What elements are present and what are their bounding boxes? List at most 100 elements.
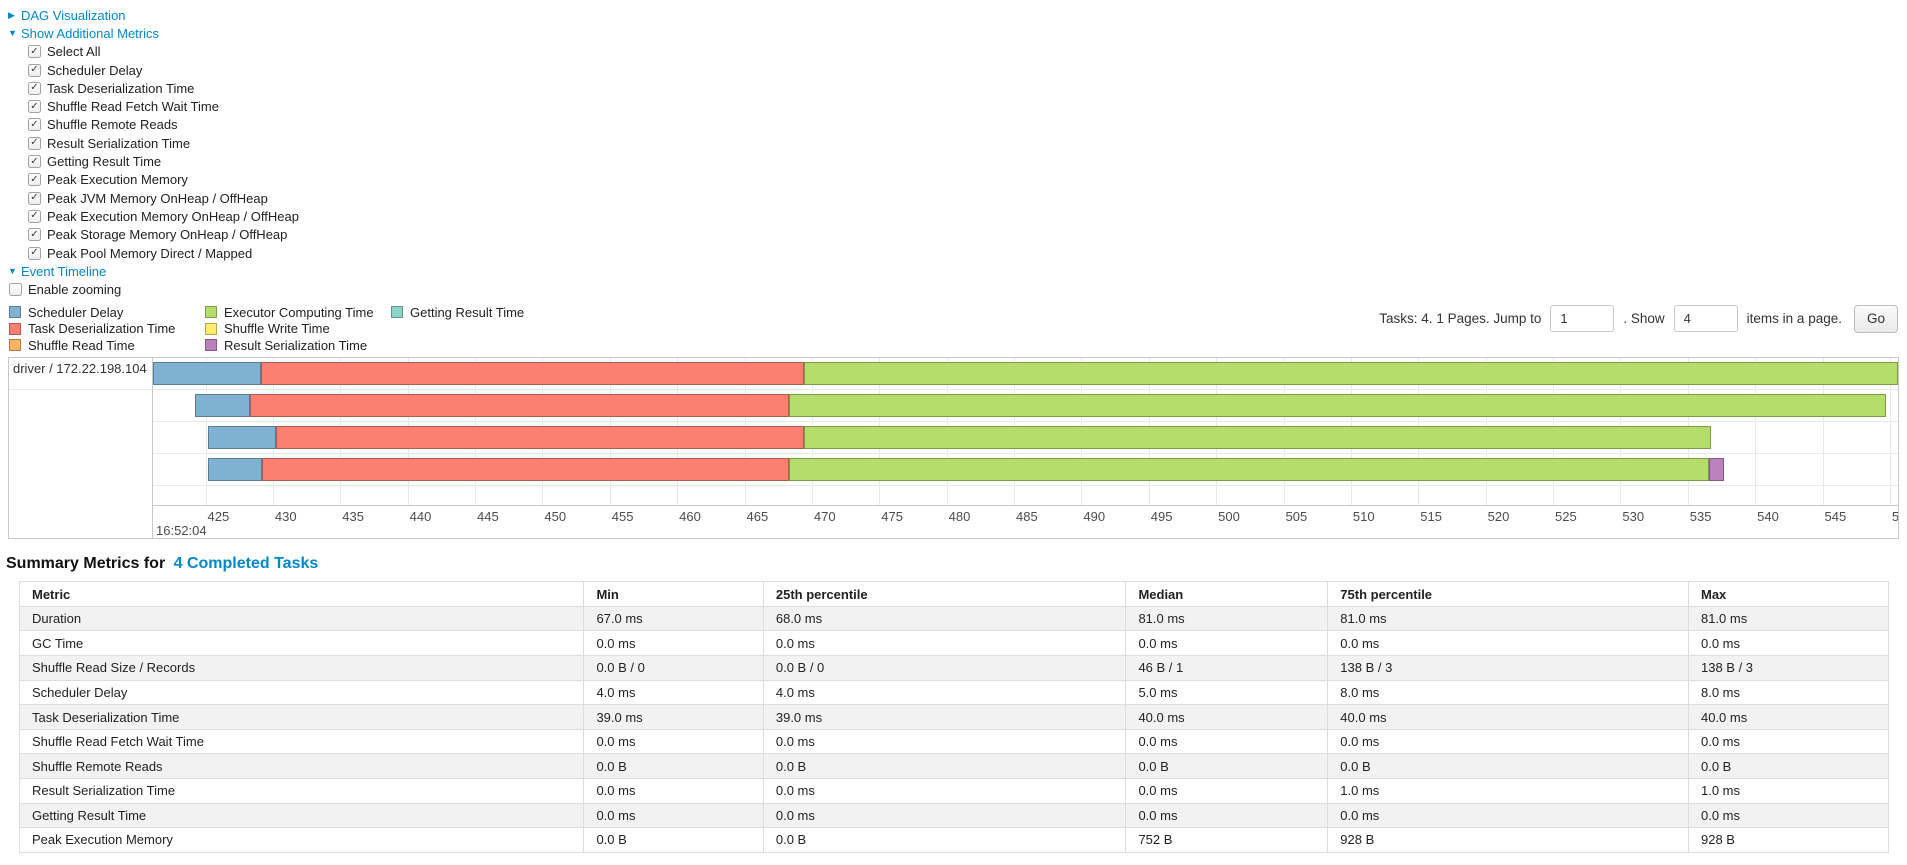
metric-checkbox-item[interactable]: ✓ Shuffle Remote Reads: [8, 116, 1907, 134]
summary-metric-value: 0.0 ms: [762, 778, 1127, 804]
legend-swatch: [205, 322, 217, 335]
event-timeline-toggle[interactable]: ▼ Event Timeline: [8, 262, 1907, 280]
metric-checkbox-item[interactable]: ✓ Peak Execution Memory: [8, 171, 1907, 189]
checkbox-checked-icon[interactable]: ✓: [28, 209, 41, 223]
summary-column-header: Median: [1125, 581, 1329, 607]
task-bar-segment-task-deserialization[interactable]: [250, 394, 789, 418]
summary-metric-value: 8.0 ms: [1687, 679, 1890, 706]
metric-checkbox-label: Peak Storage Memory OnHeap / OffHeap: [47, 227, 288, 243]
metric-checkbox-item[interactable]: ✓ Peak Pool Memory Direct / Mapped: [8, 244, 1907, 262]
dag-visualization-link[interactable]: DAG Visualization: [21, 7, 126, 23]
summary-metric-value: 0.0 B / 0: [583, 655, 764, 681]
axis-tick-label: 435: [342, 509, 364, 525]
checkbox-checked-icon[interactable]: ✓: [28, 63, 41, 77]
axis-tick-label: 480: [948, 509, 971, 525]
checkbox-checked-icon[interactable]: ✓: [28, 155, 41, 169]
axis-tick-label: 500: [1218, 509, 1240, 525]
metric-checkbox-label: Peak JVM Memory OnHeap / OffHeap: [47, 190, 268, 206]
summary-metric-value: 0.0 ms: [1687, 802, 1890, 829]
timeline-time-axis: 16:52:04 425 430 435 440 445 450 455 460 465 470 4…: [153, 505, 1898, 538]
task-bar-segment-scheduler-delay[interactable]: [194, 394, 250, 418]
items-per-page-input[interactable]: [1673, 305, 1738, 333]
summary-heading-prefix: Summary Metrics for: [6, 555, 166, 573]
summary-table-row: Shuffle Read Size / Records 0.0 B / 0 0.0 …: [18, 655, 1890, 681]
metric-checkbox-item[interactable]: ✓ Getting Result Time: [8, 152, 1907, 170]
axis-tick-label: 455: [611, 509, 634, 525]
task-bar-segment-scheduler-delay[interactable]: [208, 458, 263, 482]
summary-table-row: Result Serialization Time 0.0 ms 0.0 ms 0.0…: [18, 778, 1890, 804]
summary-table-row: Scheduler Delay 4.0 ms 4.0 ms 5.0 ms 8.0 ms 8…: [18, 679, 1890, 706]
task-bar-segment-task-deserialization[interactable]: [275, 426, 804, 450]
task-pagination-controls: Tasks: 4. 1 Pages. Jump to . Show items …: [1375, 304, 1898, 333]
summary-table-row: Task Deserialization Time 39.0 ms 39.0 ms 4…: [18, 704, 1890, 730]
legend-swatch: [9, 339, 21, 351]
summary-metric-value: 67.0 ms: [583, 605, 764, 632]
checkbox-checked-icon[interactable]: ✓: [28, 246, 41, 260]
summary-metric-value: 1.0 ms: [1687, 778, 1890, 804]
metric-checkbox-item[interactable]: ✓ Peak Storage Memory OnHeap / OffHeap: [8, 226, 1907, 244]
completed-tasks-link[interactable]: 4 Completed Tasks: [173, 555, 319, 573]
summary-metric-value: 0.0 ms: [1125, 778, 1329, 804]
show-additional-metrics-toggle[interactable]: ▼ Show Additional Metrics: [8, 24, 1907, 42]
metric-checkbox-item[interactable]: ✓ Result Serialization Time: [8, 134, 1907, 152]
checkbox-checked-icon[interactable]: ✓: [28, 136, 41, 150]
task-bar-segment-executor-computing[interactable]: [803, 362, 1898, 386]
dag-visualization-toggle[interactable]: ▶ DAG Visualization: [8, 6, 1907, 24]
enable-zooming-row[interactable]: ✓ Enable zooming: [8, 280, 1907, 298]
timeline-gridline: [1822, 358, 1824, 507]
metric-checkbox-label: Result Serialization Time: [47, 135, 191, 151]
metric-checkbox-item[interactable]: ✓ Task Deserialization Time: [8, 79, 1907, 97]
summary-metric-value: 40.0 ms: [1327, 704, 1689, 730]
summary-metric-value: 8.0 ms: [1327, 679, 1689, 706]
summary-metric-value: 0.0 B / 0: [762, 655, 1127, 681]
metric-checkbox-item[interactable]: ✓ Select All: [8, 43, 1907, 61]
legend-label: Executor Computing Time: [224, 304, 374, 320]
timeline-gridline: [205, 358, 207, 507]
task-bar-segment-executor-computing[interactable]: [803, 426, 1711, 450]
legend-swatch: [205, 339, 217, 351]
show-additional-metrics-link[interactable]: Show Additional Metrics: [21, 25, 160, 41]
task-bar-segment-task-deserialization[interactable]: [262, 458, 789, 482]
timeline-row-gridline: [153, 453, 1898, 455]
checkbox-checked-icon[interactable]: ✓: [28, 45, 41, 59]
summary-metric-value: 4.0 ms: [583, 679, 764, 706]
go-button[interactable]: Go: [1853, 304, 1898, 333]
metric-checkbox-item[interactable]: ✓ Peak Execution Memory OnHeap / OffHeap: [8, 207, 1907, 225]
summary-metric-name: Duration: [18, 605, 585, 632]
summary-metric-value: 0.0 B: [583, 753, 764, 779]
checkbox-checked-icon[interactable]: ✓: [28, 173, 41, 187]
checkbox-checked-icon[interactable]: ✓: [28, 191, 41, 205]
summary-metric-value: 0.0 ms: [1687, 630, 1890, 657]
task-bar-segment-scheduler-delay[interactable]: [153, 362, 261, 386]
checkbox-checked-icon[interactable]: ✓: [28, 228, 41, 242]
task-bar-segment-executor-computing[interactable]: [789, 394, 1886, 418]
checkbox-checked-icon[interactable]: ✓: [28, 100, 41, 114]
summary-column-header: Min: [583, 581, 764, 607]
timeline-row-gridline: [153, 485, 1898, 487]
task-bar-segment-result-serialization[interactable]: [1709, 458, 1725, 482]
summary-metric-value: 40.0 ms: [1125, 704, 1329, 730]
legend-label: Shuffle Read Time: [28, 337, 135, 353]
timeline-gridline: [1889, 358, 1891, 507]
summary-metric-value: 68.0 ms: [762, 605, 1127, 632]
expanded-arrow-icon: ▼: [8, 266, 17, 277]
checkbox-unchecked-icon[interactable]: ✓: [9, 283, 22, 297]
legend-label: Getting Result Time: [410, 304, 525, 320]
summary-metric-value: 0.0 ms: [762, 630, 1127, 657]
axis-tick-label: 550: [1892, 509, 1898, 524]
metric-checkbox-item[interactable]: ✓ Scheduler Delay: [8, 61, 1907, 79]
metric-checkbox-item[interactable]: ✓ Shuffle Read Fetch Wait Time: [8, 97, 1907, 115]
task-bar-segment-scheduler-delay[interactable]: [208, 426, 276, 450]
jump-to-page-input[interactable]: [1550, 305, 1615, 333]
task-bar-segment-task-deserialization[interactable]: [260, 362, 804, 386]
event-timeline-link[interactable]: Event Timeline: [21, 263, 107, 279]
metric-checkbox-item[interactable]: ✓ Peak JVM Memory OnHeap / OffHeap: [8, 189, 1907, 207]
summary-metric-value: 0.0 B: [762, 753, 1127, 779]
summary-metric-value: 0.0 ms: [1125, 630, 1329, 657]
checkbox-checked-icon[interactable]: ✓: [28, 81, 41, 95]
timeline-plot-area[interactable]: [153, 358, 1898, 507]
checkbox-checked-icon[interactable]: ✓: [28, 118, 41, 132]
legend-swatch: [9, 322, 21, 335]
task-bar-segment-executor-computing[interactable]: [789, 458, 1710, 482]
metrics-checkbox-list: ✓ Select All ✓ Scheduler Delay ✓ Task Deseria…: [8, 43, 1907, 263]
